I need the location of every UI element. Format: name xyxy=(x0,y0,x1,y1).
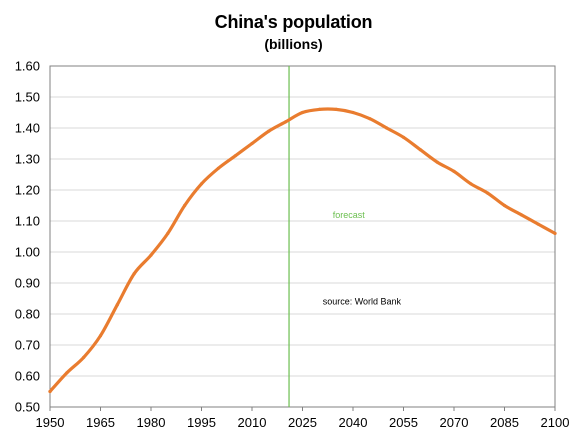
data-point xyxy=(115,303,119,307)
data-point xyxy=(317,107,321,111)
x-tick-label: 2085 xyxy=(490,415,519,430)
y-tick-label: 1.20 xyxy=(15,183,40,198)
y-tick-label: 1.30 xyxy=(15,152,40,167)
data-point xyxy=(368,117,372,121)
data-point xyxy=(502,203,507,208)
data-point xyxy=(351,110,355,115)
data-point xyxy=(300,110,305,115)
y-tick-label: 1.40 xyxy=(15,121,40,136)
y-tick-label: 1.50 xyxy=(15,90,40,105)
plot-frame xyxy=(49,65,556,408)
chart-title: China's population xyxy=(214,12,373,32)
data-point xyxy=(48,389,52,394)
data-point xyxy=(284,120,288,124)
data-point xyxy=(452,169,456,173)
x-tick-label: 2055 xyxy=(389,415,418,430)
data-point xyxy=(385,126,389,130)
x-tick-label: 2025 xyxy=(288,415,317,430)
data-point xyxy=(149,253,153,257)
data-point xyxy=(435,160,439,164)
y-tick-label: 0.90 xyxy=(15,276,40,291)
y-tick-label: 1.00 xyxy=(15,245,40,260)
x-tick-label: 2070 xyxy=(440,415,469,430)
data-point xyxy=(536,222,540,226)
y-tick-label: 1.10 xyxy=(15,214,40,229)
data-point xyxy=(469,182,473,186)
y-tick-label: 0.80 xyxy=(15,307,40,322)
x-tick-label: 2010 xyxy=(238,415,267,430)
data-point xyxy=(166,231,170,235)
population-series-line xyxy=(48,107,557,394)
y-tick-label: 0.50 xyxy=(15,400,40,415)
data-point xyxy=(233,154,237,158)
x-axis-ticks: 1950 1965 1980 1995 2010 2025 2040 2055 2070 2085… xyxy=(36,407,570,430)
x-tick-label: 2100 xyxy=(541,415,570,430)
x-tick-label: 2040 xyxy=(339,415,368,430)
x-tick-label: 1965 xyxy=(86,415,115,430)
y-tick-label: 1.60 xyxy=(15,59,40,74)
y-axis-ticks: 0.50 0.60 0.70 0.80 0.90 1.00 1.10 1.20 1.30 1.40… xyxy=(15,59,40,415)
data-point xyxy=(82,355,86,359)
x-tick-label: 1995 xyxy=(187,415,216,430)
source-label: source: World Bank xyxy=(323,297,402,307)
data-point xyxy=(199,182,204,186)
data-point xyxy=(334,107,338,111)
data-point xyxy=(98,334,103,338)
series-points xyxy=(48,107,557,394)
y-tick-label: 0.60 xyxy=(15,369,40,384)
data-point xyxy=(486,191,490,195)
data-point xyxy=(132,272,136,276)
y-tick-label: 0.70 xyxy=(15,338,40,353)
x-tick-label: 1950 xyxy=(36,415,65,430)
gridlines xyxy=(50,65,555,408)
data-point xyxy=(553,231,557,235)
data-point xyxy=(65,371,69,375)
data-point xyxy=(418,148,422,152)
data-point xyxy=(401,135,406,139)
data-point xyxy=(216,166,220,170)
data-point xyxy=(519,213,523,217)
forecast-label: forecast xyxy=(333,210,366,220)
chart-subtitle: (billions) xyxy=(264,36,323,52)
x-tick-label: 1980 xyxy=(137,415,166,430)
data-point xyxy=(267,129,271,133)
data-point xyxy=(183,203,187,208)
data-point xyxy=(250,141,254,146)
